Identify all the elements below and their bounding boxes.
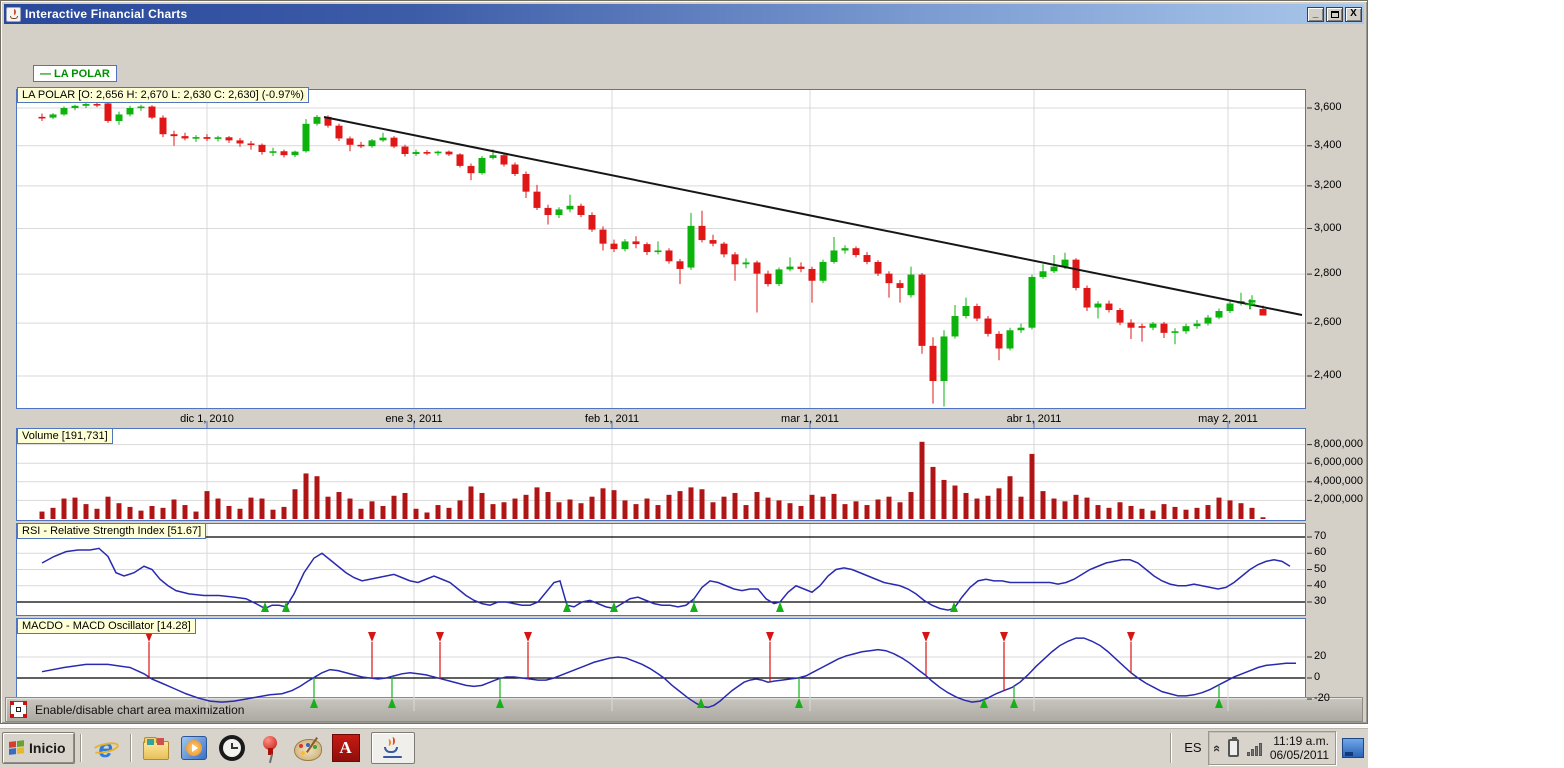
y-tick-label: 6,000,000 [1314,456,1363,469]
y-tick-label: 3,000 [1314,221,1342,234]
price-info-label: LA POLAR [O: 2,656 H: 2,670 L: 2,630 C: … [17,87,309,103]
internet-explorer-icon[interactable]: e [90,733,121,763]
y-tick-label: 40 [1314,578,1327,591]
tray-time: 11:19 a.m. [1273,733,1329,748]
y-tick-label: 0 [1314,671,1321,683]
start-button-label: Inicio [29,739,66,756]
rsi-panel[interactable] [16,523,1306,616]
maximize-chart-toggle-icon[interactable] [10,701,27,718]
minimize-button[interactable]: _ [1307,6,1324,22]
app-window: Interactive Financial Charts _ X — LA PO… [0,0,1368,724]
tray-chevron-icon[interactable]: « [1209,744,1225,751]
y-tick-label: 60 [1314,546,1327,559]
chart-workspace: — LA POLAR LA POLAR [O: 2,656 H: 2,670 L… [4,24,1364,720]
x-tick-label: ene 3, 2011 [385,413,443,425]
status-bar: Enable/disable chart area maximization [5,697,1363,722]
y-tick-label: 4,000,000 [1314,474,1363,487]
price-chart-panel[interactable] [16,89,1306,409]
y-tick-label: 2,600 [1314,316,1342,329]
java-coffee-icon [382,736,403,759]
x-tick-label: feb 1, 2011 [584,413,640,425]
windows-logo-icon [9,739,25,756]
tray-icon-box: « 11:19 a.m. 06/05/2011 [1207,730,1336,765]
y-tick-label: 3,200 [1314,178,1342,191]
y-tick-label: 3,600 [1314,101,1342,113]
tray-date: 06/05/2011 [1269,747,1329,762]
paint-palette-icon[interactable] [293,733,323,763]
volume-info-label: Volume [191,731] [17,428,113,444]
y-tick-label: 20 [1314,650,1327,662]
show-desktop-icon[interactable] [1342,737,1364,758]
x-tick-label: dic 1, 2010 [180,413,234,425]
legend-series-name: LA POLAR [54,67,110,80]
taskbar: Inicio e A ES « 11:19 a.m. 06/05/2011 [0,726,1368,768]
y-tick-label: 50 [1314,562,1327,575]
y-tick-label: 8,000,000 [1314,437,1363,450]
y-tick-label: 70 [1314,530,1327,542]
x-tick-label: abr 1, 2011 [1006,413,1062,425]
close-button[interactable]: X [1345,6,1362,22]
y-tick-label: 2,400 [1314,369,1342,381]
window-title: Interactive Financial Charts [25,7,188,21]
media-player-icon[interactable] [179,733,209,763]
windows-explorer-icon[interactable] [141,733,171,763]
y-tick-label: 2,000,000 [1314,493,1363,506]
maximize-button[interactable] [1326,6,1343,22]
clock-app-icon[interactable] [217,733,247,763]
clock[interactable]: 11:19 a.m. 06/05/2011 [1270,734,1329,762]
y-tick-label: 2,800 [1314,267,1342,280]
pushpin-icon[interactable] [255,733,285,763]
series-legend[interactable]: — LA POLAR [33,65,117,82]
macd-info-label: MACDO - MACD Oscillator [14.28] [17,618,196,634]
x-tick-label: may 2, 2011 [1198,413,1258,425]
x-tick-label: mar 1, 2011 [781,413,839,425]
y-tick-label: 3,400 [1314,138,1342,151]
rsi-info-label: RSI - Relative Strength Index [51.67] [17,523,207,539]
java-app-icon [6,6,21,22]
tray-separator [1170,732,1173,763]
language-indicator[interactable]: ES [1184,740,1202,755]
status-text: Enable/disable chart area maximization [35,702,245,717]
signal-strength-icon[interactable] [1246,740,1262,756]
start-button[interactable]: Inicio [2,731,75,764]
legend-line-swatch: — [40,67,51,80]
adobe-reader-icon[interactable]: A [331,733,361,763]
title-bar[interactable]: Interactive Financial Charts _ X [4,4,1364,24]
taskbar-separator [129,733,132,762]
battery-icon[interactable] [1227,736,1239,757]
java-taskbar-button[interactable] [370,731,415,764]
volume-panel[interactable] [16,428,1306,521]
system-tray: ES « 11:19 a.m. 06/05/2011 [1164,727,1368,768]
taskbar-separator [79,733,82,762]
y-tick-label: 30 [1314,595,1327,607]
